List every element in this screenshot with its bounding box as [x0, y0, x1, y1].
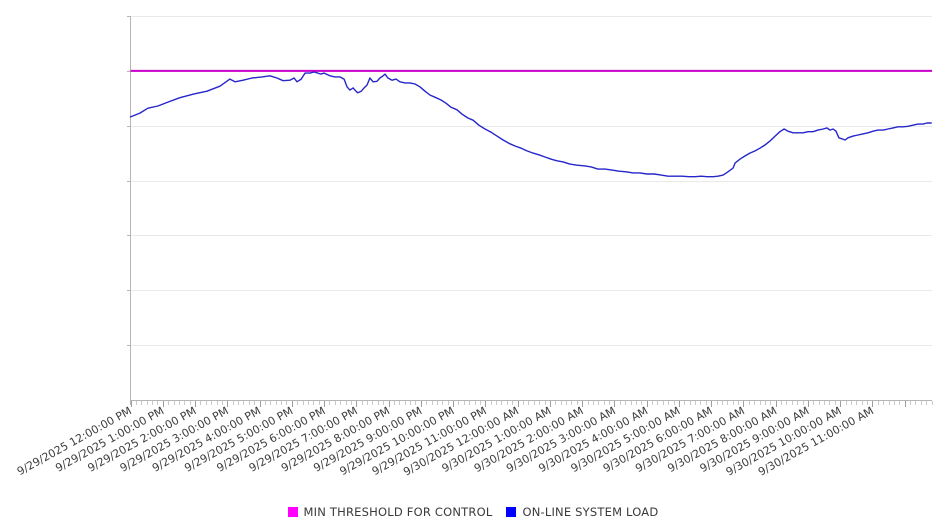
legend-item-min-threshold[interactable]: MIN THRESHOLD FOR CONTROL: [287, 505, 493, 519]
legend-swatch-system-load-icon: [506, 507, 517, 517]
chart-legend: MIN THRESHOLD FOR CONTROL ON-LINE SYSTEM…: [0, 505, 946, 519]
legend-swatch-min-threshold-icon: [287, 507, 298, 517]
legend-label-system-load: ON-LINE SYSTEM LOAD: [522, 505, 659, 519]
legend-label-min-threshold: MIN THRESHOLD FOR CONTROL: [303, 505, 493, 519]
legend-item-system-load[interactable]: ON-LINE SYSTEM LOAD: [506, 505, 658, 519]
chart-canvas: 9/29/2025 12:00:00 PM9/29/2025 1:00:00 P…: [15, 16, 933, 479]
